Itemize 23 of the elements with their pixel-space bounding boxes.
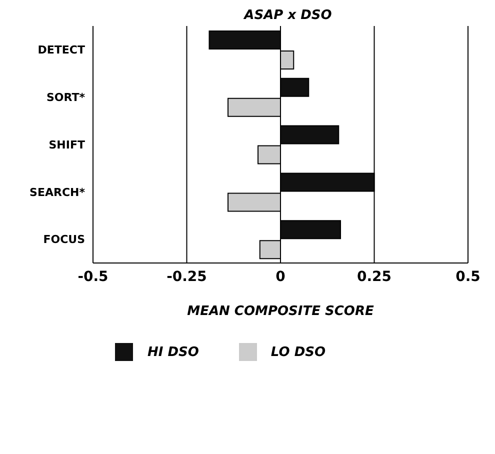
y-tick-label: FOCUS (43, 233, 86, 246)
x-tick-label: -0.25 (166, 268, 207, 285)
bar (258, 145, 281, 164)
bar (280, 220, 341, 240)
bar (280, 50, 294, 70)
y-tick-label: SORT* (46, 91, 86, 104)
bar (228, 192, 281, 212)
chart-title: ASAP x DSO (242, 8, 333, 25)
legend-label: HI DSO (147, 344, 199, 360)
y-tick-label: SHIFT (48, 138, 86, 152)
y-tick-label: SEARCH* (30, 186, 86, 199)
x-axis-title: MEAN COMPOSITE SCORE (187, 304, 374, 319)
bar (280, 125, 340, 144)
bar (228, 98, 281, 117)
bar (208, 30, 281, 50)
x-tick-label: 0.5 (456, 268, 480, 285)
x-tick-label: -0.5 (78, 268, 108, 285)
x-tick-label: 0 (276, 268, 286, 285)
bar (280, 78, 310, 97)
x-tick-label: 0.25 (356, 268, 392, 285)
y-tick-label: DETECT (38, 44, 86, 57)
bar (259, 240, 281, 260)
legend-label: LO DSO (270, 344, 326, 360)
